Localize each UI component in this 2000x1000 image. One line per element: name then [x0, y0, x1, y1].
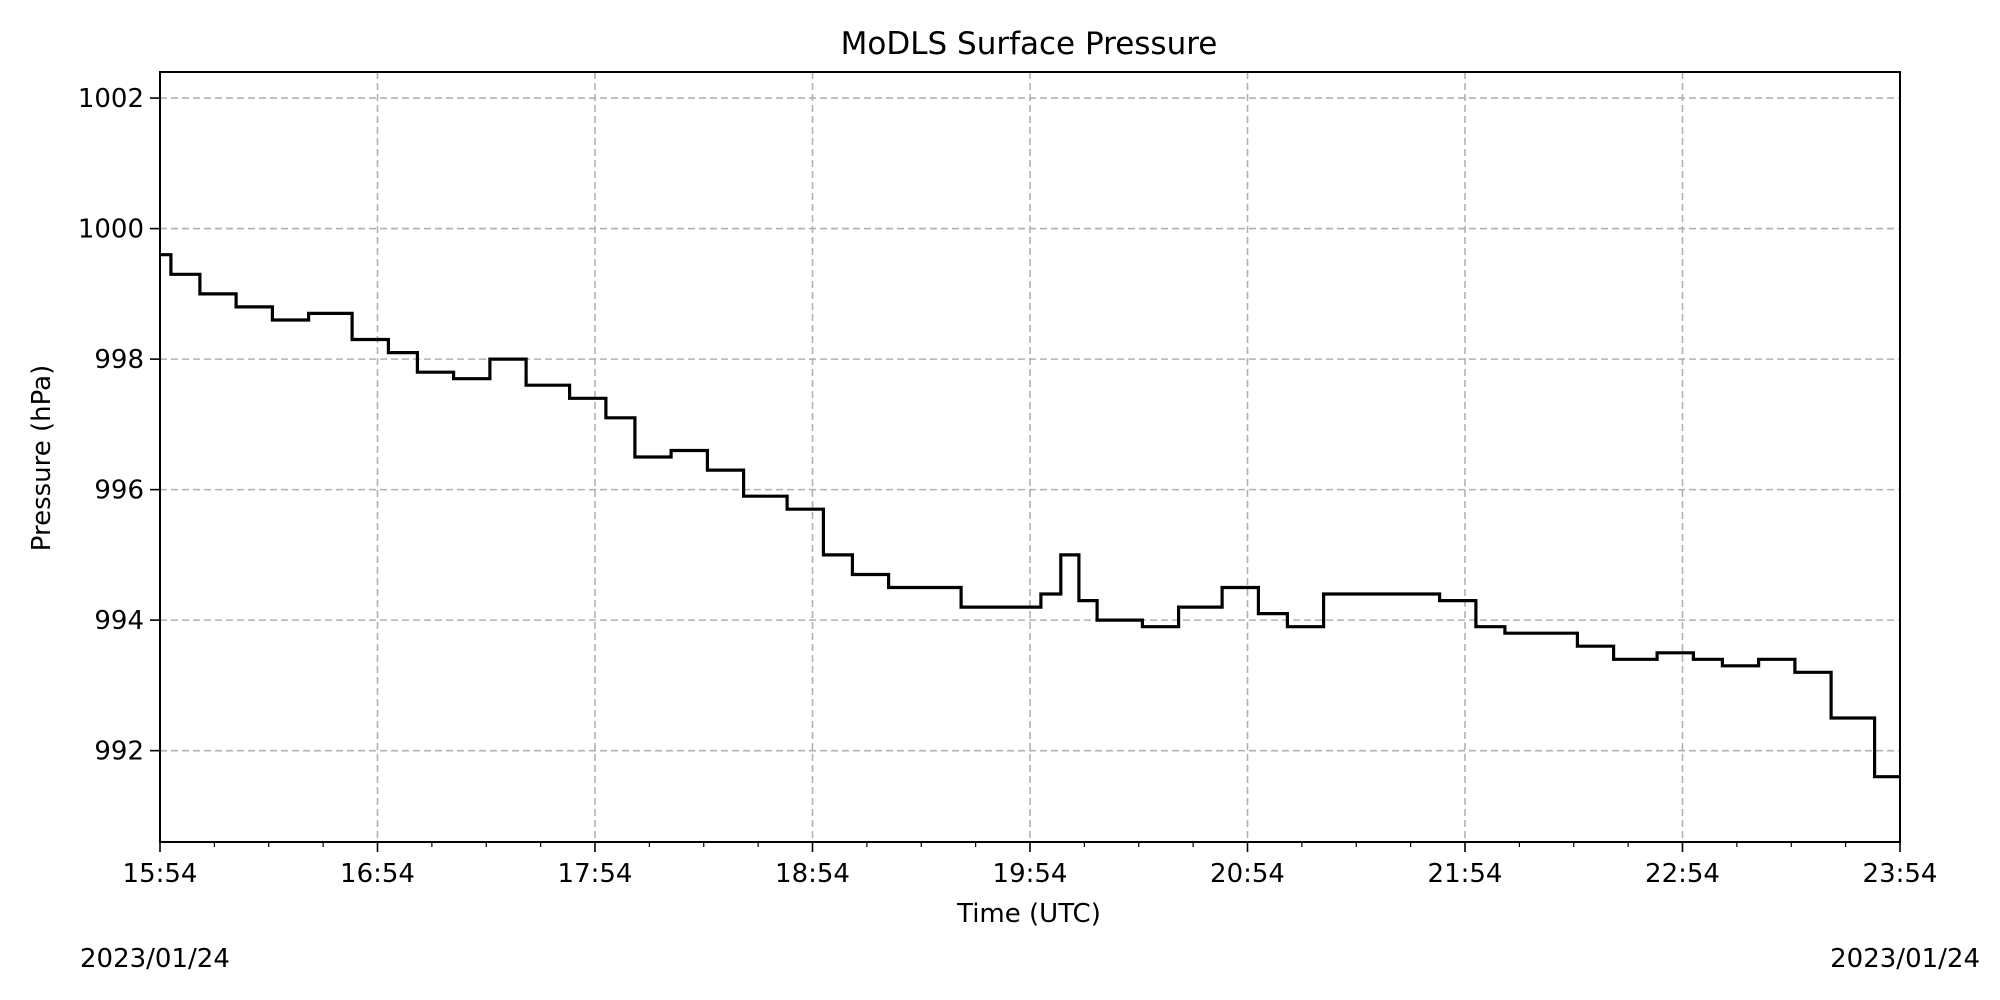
x-tick-label: 15:54: [123, 859, 198, 889]
y-tick-label: 1002: [78, 84, 144, 114]
y-tick-label: 992: [94, 737, 144, 767]
x-tick-label: 17:54: [558, 859, 633, 889]
y-tick-label: 996: [94, 476, 144, 506]
x-tick-label: 20:54: [1210, 859, 1285, 889]
x-tick-label: 19:54: [993, 859, 1068, 889]
date-label-left: 2023/01/24: [80, 944, 230, 974]
date-label-right: 2023/01/24: [1830, 944, 1980, 974]
data-series: [160, 253, 1900, 779]
x-tick-label: 23:54: [1863, 859, 1938, 889]
y-tick-label: 994: [94, 606, 144, 636]
x-tick-label: 22:54: [1645, 859, 1720, 889]
chart-title: MoDLS Surface Pressure: [841, 26, 1218, 62]
axes: 15:54 16:54 17:54 18:54 19:54 20:54 21:54 22:54…: [78, 84, 1938, 889]
x-tick-label: 21:54: [1428, 859, 1503, 889]
y-axis-label: Pressure (hPa): [27, 365, 57, 552]
y-tick-label: 1000: [78, 215, 144, 245]
y-tick-label: 998: [94, 345, 144, 375]
x-tick-label: 16:54: [340, 859, 415, 889]
x-tick-label: 18:54: [775, 859, 850, 889]
series-line: [160, 253, 1900, 779]
x-axis-label: Time (UTC): [956, 899, 1101, 929]
